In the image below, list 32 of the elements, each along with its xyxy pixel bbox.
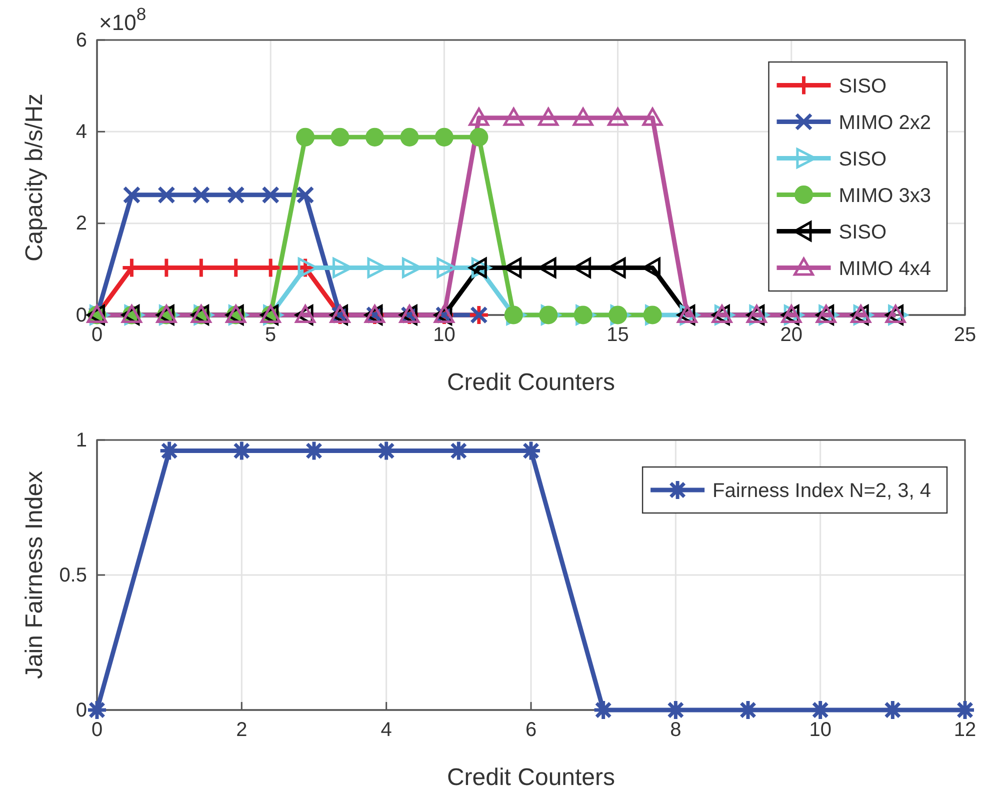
- x-tick-label: 15: [606, 324, 629, 346]
- x-tick-label: 10: [809, 719, 832, 742]
- x-tick-label: 0: [91, 719, 103, 742]
- x-tick-label: 20: [780, 324, 803, 346]
- y-tick-label: 0: [76, 304, 87, 326]
- y-tick-label: 0: [76, 699, 87, 722]
- x-tick-label: 6: [525, 719, 537, 742]
- x-tick-label: 5: [265, 324, 276, 346]
- legend-label: MIMO 2x2: [838, 112, 931, 134]
- legend-label: MIMO 4x4: [838, 258, 931, 280]
- x-tick-label: 0: [91, 324, 103, 346]
- text: ×10$^{8}$: [99, 4, 146, 35]
- y-axis-title: Jain Fairness Index: [21, 470, 48, 680]
- x-tick-label: 8: [670, 719, 682, 742]
- y-axis-title: Capacity b/s/Hz: [21, 93, 48, 262]
- x-axis-title: Credit Counters: [446, 369, 616, 396]
- y-tick-label: 2: [76, 212, 87, 235]
- y-tick-label: 1: [76, 429, 87, 452]
- x-tick-label: 12: [954, 719, 976, 742]
- legend-label: SISO: [838, 148, 887, 170]
- y-tick-label: 0.5: [59, 564, 87, 586]
- legend-label: SISO: [838, 75, 887, 98]
- legend-label: SISO: [838, 221, 887, 244]
- x-tick-label: 25: [954, 324, 976, 346]
- x-axis-title: Credit Counters: [446, 764, 616, 791]
- x-tick-label: 2: [236, 719, 248, 742]
- x-tick-label: 4: [380, 719, 392, 742]
- legend-label: MIMO 3x3: [838, 184, 931, 207]
- y-tick-label: 4: [76, 121, 87, 144]
- legend-label: Fairness Index N=2, 3, 4: [712, 480, 931, 502]
- y-tick-label: 6: [76, 29, 87, 52]
- x-tick-label: 10: [433, 324, 456, 346]
